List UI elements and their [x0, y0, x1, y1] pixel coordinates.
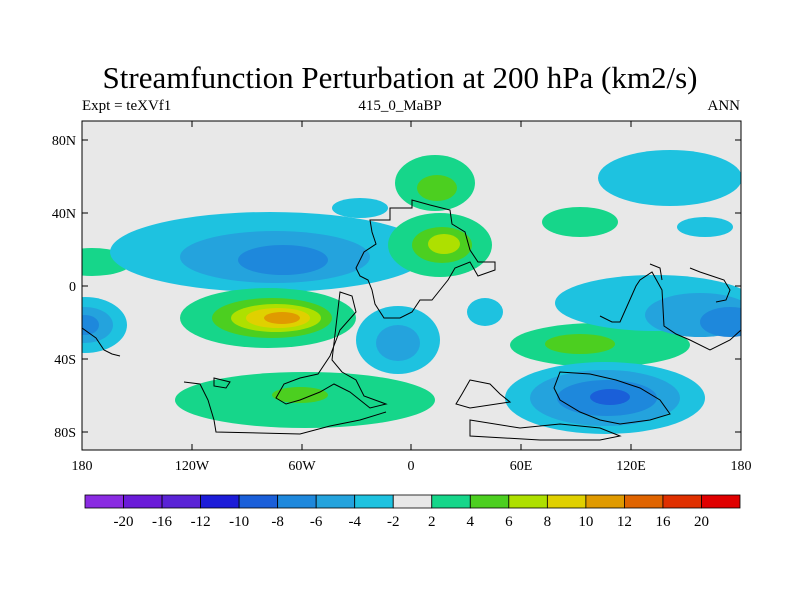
colorbar-label: 6 [505, 514, 513, 530]
colorbar-label: 10 [578, 514, 593, 530]
contour-field [82, 150, 741, 434]
colorbar-label: -4 [348, 514, 361, 530]
colorbar-label: -12 [191, 514, 211, 530]
colorbar-label: 20 [694, 514, 709, 530]
colorbar-swatch [546, 494, 587, 509]
colorbar-label: -2 [387, 514, 400, 530]
colorbar-label: 2 [428, 514, 436, 530]
lon-tick-label: 120W [175, 459, 210, 474]
colorbar-swatch [624, 494, 664, 509]
colorbar-label: 4 [467, 514, 475, 530]
plot-title: Streamfunction Perturbation at 200 hPa (… [102, 60, 698, 95]
season-label: ANN [707, 98, 741, 114]
colorbar-swatch [354, 494, 394, 509]
colorbar-swatch [161, 494, 201, 509]
colorbar-label: -20 [114, 514, 134, 530]
lat-tick-label: 80S [54, 426, 76, 441]
lat-tick-label: 80N [52, 134, 76, 149]
colorbar-swatch [701, 494, 741, 509]
colorbar-swatch [508, 494, 548, 509]
lon-tick-label: 180 [72, 459, 93, 474]
lon-tick-label: 120E [616, 459, 646, 474]
colorbar-swatch [662, 494, 702, 509]
colorbar-label: 8 [544, 514, 552, 530]
lat-axis [82, 139, 741, 433]
colorbar-swatch [315, 494, 356, 509]
colorbar-label: 16 [655, 514, 671, 530]
colorbar-swatch [277, 494, 317, 509]
colorbar-label: -6 [310, 514, 323, 530]
lat-tick-label: 40N [52, 207, 76, 222]
colorbar-label: -16 [152, 514, 172, 530]
colorbar-label: 12 [617, 514, 632, 530]
colorbar-swatch [84, 494, 124, 509]
coastlines [81, 199, 742, 441]
lon-tick-label: 180 [731, 459, 752, 474]
lon-tick-label: 0 [408, 459, 415, 474]
lon-tick-label: 60E [510, 459, 533, 474]
colorbar-swatch [469, 494, 510, 509]
lon-tick-label: 60W [288, 459, 316, 474]
colorbar-label: -8 [271, 514, 284, 530]
colorbar-swatch [200, 494, 240, 509]
experiment-label: Expt = teXVf1 [82, 98, 172, 114]
colorbar-swatch [238, 494, 279, 509]
colorbar-swatch [123, 494, 163, 509]
lat-tick-label: 40S [54, 353, 76, 368]
colorbar: -20 -16 -12 -10 -8 -6 -4 -2 2 4 6 8 10 12 16 20 [84, 494, 741, 530]
lon-axis [81, 121, 742, 450]
colorbar-label: -10 [229, 514, 249, 530]
colorbar-swatch [585, 494, 625, 509]
colorbar-swatch [431, 494, 471, 509]
lat-tick-label: 0 [69, 280, 76, 295]
case-label: 415_0_MaBP [358, 98, 442, 114]
colorbar-swatch [392, 494, 433, 509]
